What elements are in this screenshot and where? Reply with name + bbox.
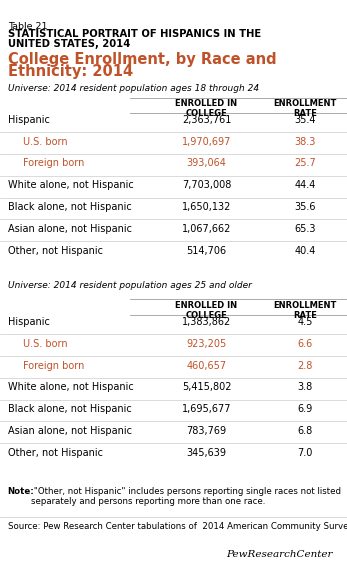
Text: 35.6: 35.6	[295, 202, 316, 212]
Text: Source: Pew Research Center tabulations of  2014 American Community Survey (1% I: Source: Pew Research Center tabulations …	[8, 522, 347, 531]
Text: Hispanic: Hispanic	[8, 317, 50, 327]
Text: UNITED STATES, 2014: UNITED STATES, 2014	[8, 39, 130, 49]
Text: 2.8: 2.8	[298, 361, 313, 371]
Text: 4.5: 4.5	[298, 317, 313, 327]
Text: Black alone, not Hispanic: Black alone, not Hispanic	[8, 202, 132, 212]
Text: 25.7: 25.7	[295, 158, 316, 169]
Text: 7,703,008: 7,703,008	[182, 180, 231, 190]
Text: 6.8: 6.8	[298, 426, 313, 436]
Text: "Other, not Hispanic" includes persons reporting single races not listed separat: "Other, not Hispanic" includes persons r…	[31, 487, 341, 506]
Text: 3.8: 3.8	[298, 383, 313, 392]
Text: Universe: 2014 resident population ages 18 through 24: Universe: 2014 resident population ages …	[8, 84, 259, 93]
Text: ENROLLMENT
RATE: ENROLLMENT RATE	[274, 301, 337, 320]
Text: Asian alone, not Hispanic: Asian alone, not Hispanic	[8, 426, 132, 436]
Text: Foreign born: Foreign born	[23, 158, 84, 169]
Text: Other, not Hispanic: Other, not Hispanic	[8, 246, 103, 256]
Text: 1,970,697: 1,970,697	[182, 136, 231, 147]
Text: Asian alone, not Hispanic: Asian alone, not Hispanic	[8, 224, 132, 234]
Text: U.S. born: U.S. born	[23, 338, 67, 349]
Text: Total: Total	[8, 470, 34, 479]
Text: Other, not Hispanic: Other, not Hispanic	[8, 448, 103, 458]
Text: 40.4: 40.4	[295, 246, 316, 256]
Text: 44.4: 44.4	[295, 180, 316, 190]
Text: Ethnicity: 2014: Ethnicity: 2014	[8, 64, 133, 79]
Text: 2,363,761: 2,363,761	[182, 115, 231, 125]
Text: White alone, not Hispanic: White alone, not Hispanic	[8, 180, 133, 190]
Text: 393,064: 393,064	[187, 158, 226, 169]
Text: 9,624,749: 9,624,749	[179, 470, 234, 479]
Text: ENROLLED IN
COLLEGE: ENROLLED IN COLLEGE	[175, 301, 238, 320]
Text: Universe: 2014 resident population ages 25 and older: Universe: 2014 resident population ages …	[8, 281, 252, 290]
Text: ENROLLED IN
COLLEGE: ENROLLED IN COLLEGE	[175, 99, 238, 118]
Text: 345,639: 345,639	[186, 448, 227, 458]
Text: 5,415,802: 5,415,802	[182, 383, 231, 392]
Text: 783,769: 783,769	[186, 426, 227, 436]
Text: 35.4: 35.4	[295, 115, 316, 125]
Text: 1,650,132: 1,650,132	[182, 202, 231, 212]
Text: 6.9: 6.9	[298, 404, 313, 414]
Text: 1,383,862: 1,383,862	[182, 317, 231, 327]
Text: 460,657: 460,657	[186, 361, 227, 371]
Text: 1,695,677: 1,695,677	[182, 404, 231, 414]
Text: 65.3: 65.3	[295, 224, 316, 234]
Text: U.S. born: U.S. born	[23, 136, 67, 147]
Text: Hispanic: Hispanic	[8, 115, 50, 125]
Text: 923,205: 923,205	[186, 338, 227, 349]
Text: 514,706: 514,706	[186, 246, 227, 256]
Text: 7.0: 7.0	[298, 448, 313, 458]
Text: 1,067,662: 1,067,662	[182, 224, 231, 234]
Text: 42.1: 42.1	[293, 267, 318, 277]
Text: Note:: Note:	[8, 487, 34, 496]
Text: 38.3: 38.3	[295, 136, 316, 147]
Text: Black alone, not Hispanic: Black alone, not Hispanic	[8, 404, 132, 414]
Text: College Enrollment, by Race and: College Enrollment, by Race and	[8, 52, 276, 67]
Text: ENROLLMENT
RATE: ENROLLMENT RATE	[274, 99, 337, 118]
Text: Table 21: Table 21	[8, 22, 47, 31]
Text: White alone, not Hispanic: White alone, not Hispanic	[8, 383, 133, 392]
Text: 13,299,269: 13,299,269	[176, 267, 237, 277]
Text: STATISTICAL PORTRAIT OF HISPANICS IN THE: STATISTICAL PORTRAIT OF HISPANICS IN THE	[8, 29, 261, 40]
Text: 4.5: 4.5	[297, 470, 314, 479]
Text: PewResearchCenter: PewResearchCenter	[227, 550, 333, 559]
Text: 6.6: 6.6	[298, 338, 313, 349]
Text: Total: Total	[8, 267, 34, 277]
Text: Foreign born: Foreign born	[23, 361, 84, 371]
